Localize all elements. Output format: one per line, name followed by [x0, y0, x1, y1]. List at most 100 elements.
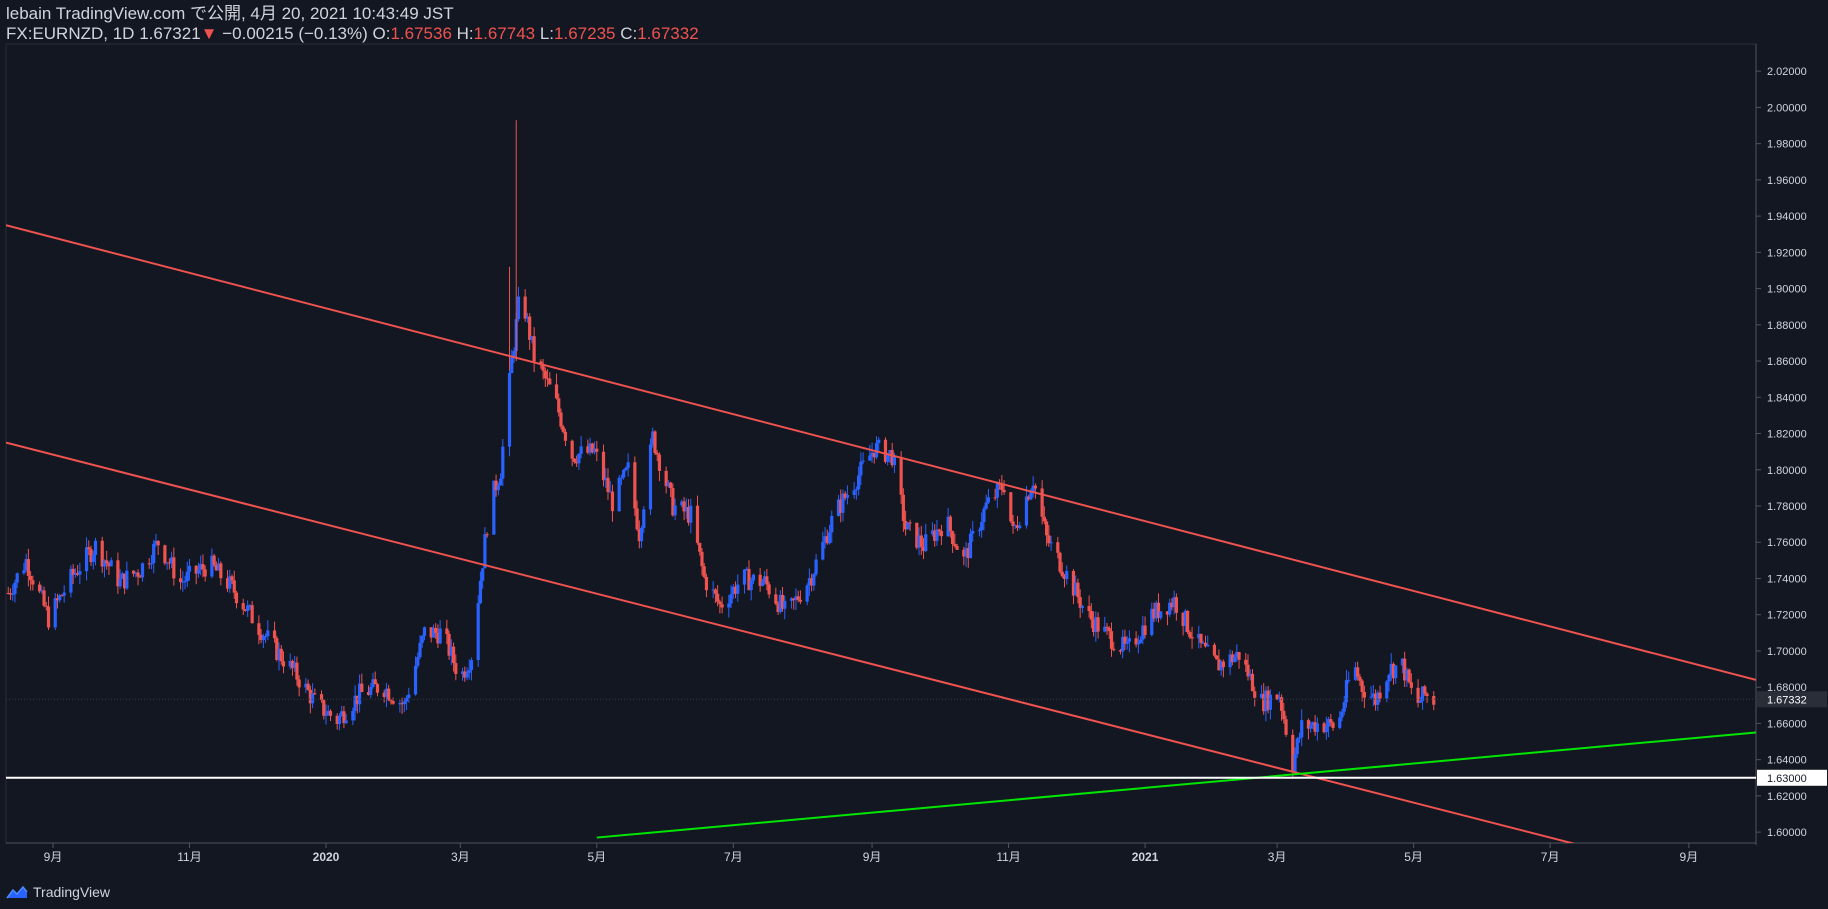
candle: [384, 688, 389, 698]
candle: [704, 576, 709, 591]
candle: [841, 493, 845, 513]
candle: [62, 592, 66, 596]
candle: [1045, 521, 1049, 536]
candle: [201, 564, 205, 570]
candle: [1134, 638, 1138, 645]
candle: [1387, 674, 1391, 682]
candle: [852, 490, 856, 495]
candle: [310, 693, 315, 704]
candle: [436, 632, 440, 644]
candle: [619, 477, 624, 479]
candle: [73, 573, 77, 575]
ohlc-line: FX:EURNZD, 1D 1.67321▼ −0.00215 (−0.13%)…: [6, 24, 1206, 44]
candle: [671, 488, 675, 516]
y-tick-label: 1.90000: [1767, 284, 1807, 296]
candle: [420, 635, 424, 643]
candle: [391, 701, 395, 704]
candle: [263, 636, 268, 638]
candle: [1172, 597, 1176, 608]
candle: [203, 569, 207, 577]
candle: [586, 446, 590, 453]
candle: [1235, 652, 1239, 657]
candle: [1013, 525, 1017, 527]
candle: [163, 545, 167, 564]
candle: [1143, 625, 1147, 635]
publish-info: lebain TradingView.com で公開, 4月 20, 2021 …: [6, 4, 454, 23]
candle: [1060, 571, 1064, 577]
candle: [295, 662, 299, 680]
candle: [445, 628, 449, 635]
candle: [807, 578, 811, 586]
chart-header: lebain TradingView.com で公開, 4月 20, 2021 …: [6, 4, 1206, 44]
candle: [498, 478, 503, 486]
candle: [789, 598, 794, 601]
candle: [107, 563, 111, 567]
candle: [666, 482, 671, 487]
tradingview-logo-icon: [6, 885, 28, 899]
support-line[interactable]: [596, 731, 1756, 839]
candle: [1080, 605, 1085, 608]
candle: [575, 461, 579, 464]
candle: [1284, 719, 1288, 735]
candle: [214, 564, 218, 571]
candle: [313, 693, 317, 695]
candle: [288, 660, 292, 667]
low-label: L:: [539, 24, 555, 43]
lower-channel-line[interactable]: [6, 441, 1756, 891]
candle: [720, 604, 724, 608]
candle: [60, 595, 64, 597]
candle: [116, 560, 120, 587]
x-tick-label: 11月: [177, 850, 201, 864]
candle: [375, 684, 380, 693]
candle: [711, 589, 715, 591]
candle: [37, 584, 42, 592]
candle: [483, 534, 487, 569]
candle: [460, 671, 465, 674]
candle: [919, 535, 923, 547]
candle: [977, 530, 982, 532]
candle: [26, 559, 30, 576]
candle: [1373, 693, 1378, 705]
candle: [272, 630, 277, 639]
candle: [398, 703, 402, 705]
candle: [29, 575, 33, 581]
candle: [337, 715, 342, 724]
y-tick-label: 1.82000: [1767, 429, 1807, 441]
candle: [6, 592, 10, 594]
candle: [183, 581, 187, 583]
close-value: 1.67332: [637, 24, 699, 43]
candle: [1246, 664, 1250, 677]
candle: [355, 695, 359, 705]
candle: [277, 648, 281, 660]
candle: [966, 548, 970, 559]
candle: [1353, 667, 1358, 680]
candle: [123, 573, 127, 589]
candle: [749, 580, 753, 591]
candle: [1360, 680, 1364, 692]
candle: [1432, 696, 1436, 705]
candle: [870, 452, 874, 456]
candle: [454, 663, 458, 674]
candle: [1221, 661, 1225, 668]
y-tick-label: 1.78000: [1767, 501, 1807, 513]
candle: [1425, 693, 1429, 697]
candle: [742, 569, 747, 585]
y-tick-label: 1.94000: [1767, 211, 1807, 223]
candle: [780, 594, 785, 609]
candle: [1340, 711, 1344, 718]
y-tick-label: 1.86000: [1767, 356, 1807, 368]
candle: [219, 563, 223, 579]
candle: [695, 505, 700, 543]
upper-channel-line[interactable]: [6, 224, 1756, 681]
candle: [774, 594, 778, 604]
candle: [1266, 690, 1270, 710]
candle: [170, 557, 174, 564]
candle: [496, 485, 500, 491]
candle: [639, 527, 644, 542]
close-label: C:: [620, 24, 638, 43]
candle: [986, 497, 991, 503]
candle: [109, 560, 113, 567]
candle: [637, 529, 641, 542]
candle: [451, 646, 456, 664]
